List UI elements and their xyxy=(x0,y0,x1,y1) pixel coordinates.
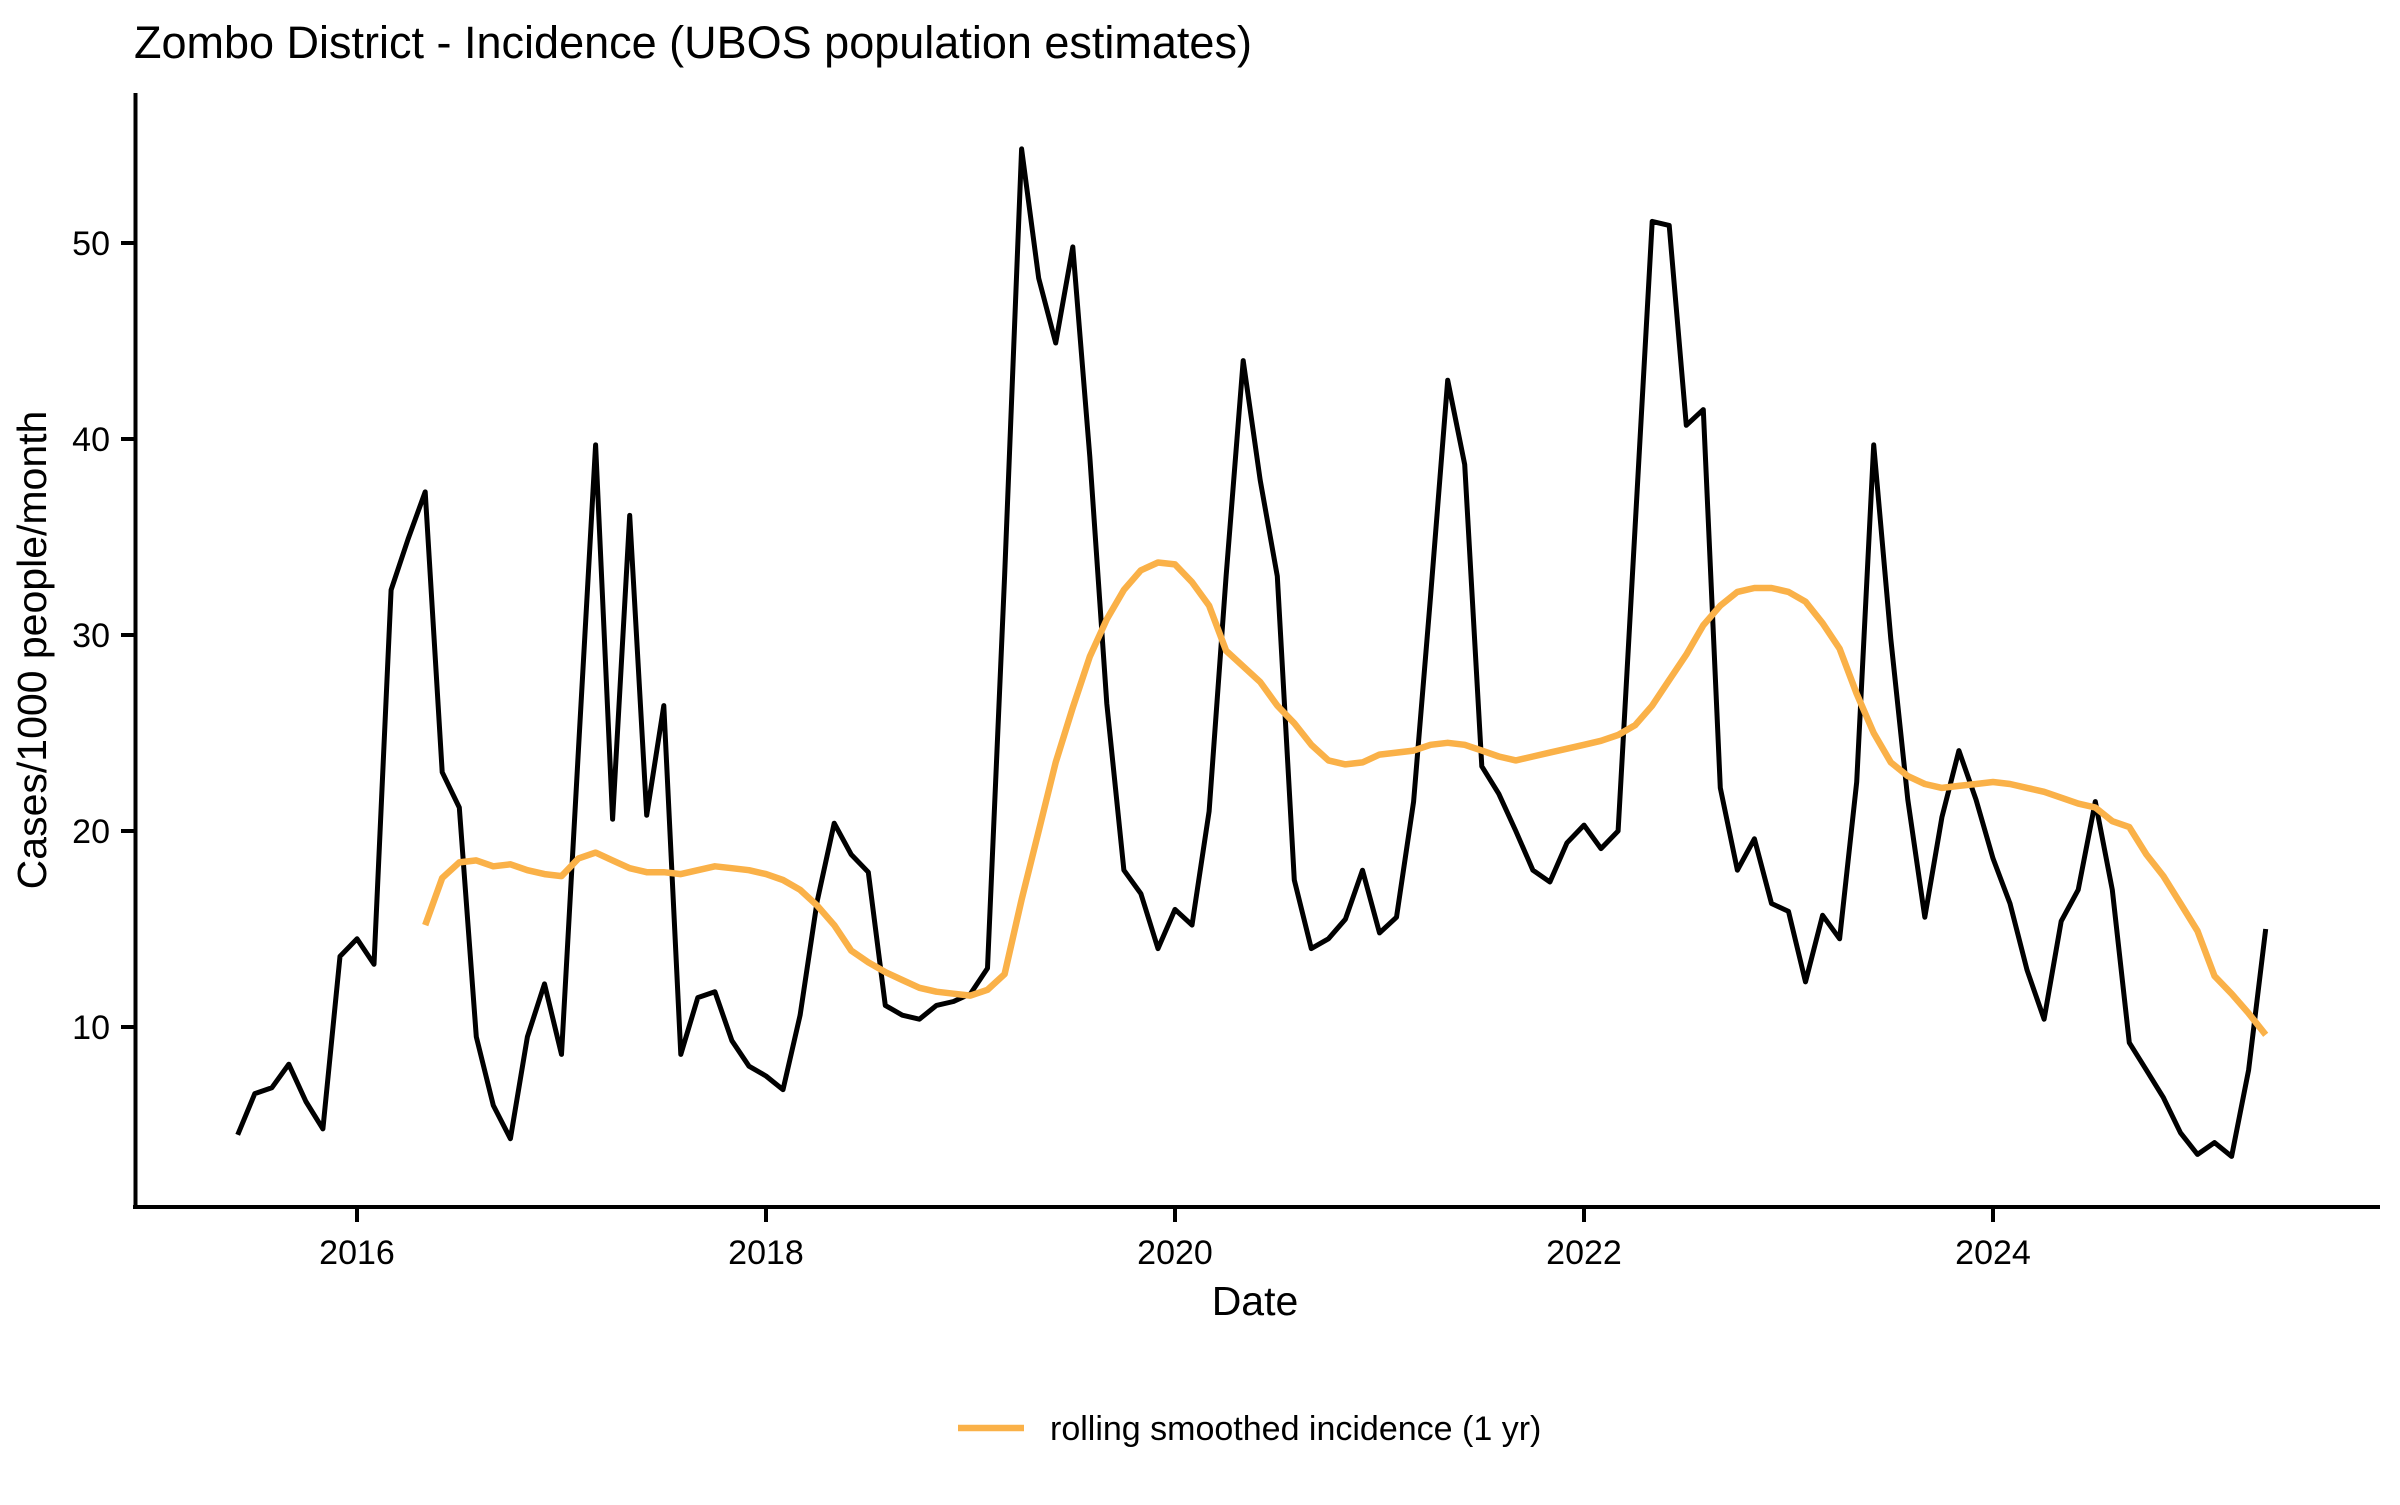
x-tick-label: 2018 xyxy=(728,1234,804,1272)
series-lines xyxy=(235,146,2269,1159)
legend: rolling smoothed incidence (1 yr) xyxy=(958,1410,1541,1448)
x-tick-label: 2024 xyxy=(1955,1234,2031,1272)
y-axis-ticks: 10 20 30 40 50 xyxy=(72,225,135,1047)
y-tick-label: 30 xyxy=(72,617,110,655)
smoothed-line xyxy=(422,559,2269,1037)
x-tick-label: 2022 xyxy=(1546,1234,1622,1272)
x-axis-title: Date xyxy=(1212,1278,1299,1324)
y-tick-label: 40 xyxy=(72,421,110,459)
y-tick-label: 20 xyxy=(72,813,110,851)
chart-title: Zombo District - Incidence (UBOS populat… xyxy=(134,17,1252,68)
incidence-line xyxy=(235,146,2269,1159)
legend-label: rolling smoothed incidence (1 yr) xyxy=(1050,1410,1541,1448)
x-tick-label: 2020 xyxy=(1137,1234,1213,1272)
x-axis-ticks: 2016 2018 2020 2022 2024 xyxy=(319,1207,2031,1272)
y-axis-title: Cases/1000 people/month xyxy=(9,411,55,890)
y-tick-label: 50 xyxy=(72,225,110,263)
x-tick-label: 2016 xyxy=(319,1234,395,1272)
y-tick-label: 10 xyxy=(72,1009,110,1047)
